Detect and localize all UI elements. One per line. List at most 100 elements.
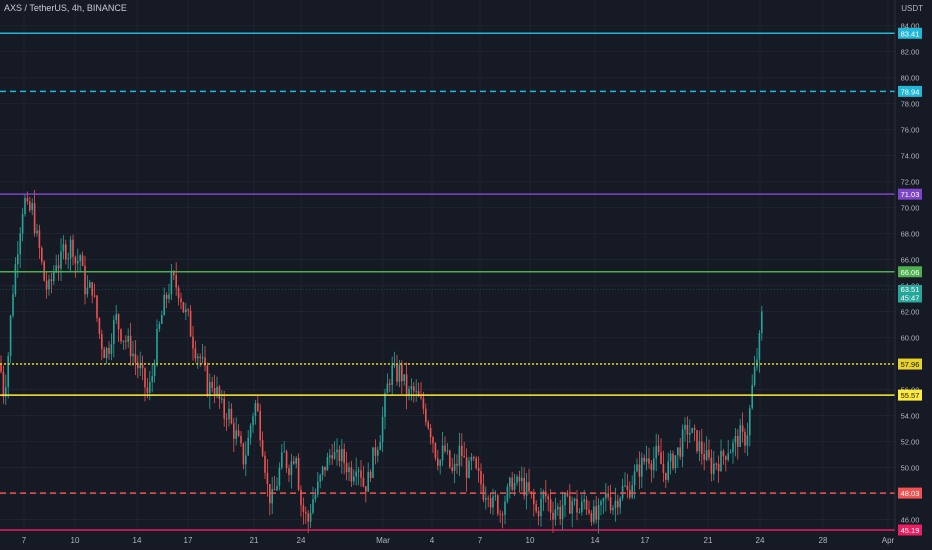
candle-body xyxy=(564,492,566,506)
candle-body xyxy=(288,468,290,476)
candle-body xyxy=(177,287,180,299)
candle-body xyxy=(461,445,463,456)
candle-body xyxy=(516,476,518,484)
candle-body xyxy=(259,410,261,441)
candle-body xyxy=(715,463,717,465)
candle-body xyxy=(473,456,475,459)
horizontal-levels[interactable] xyxy=(0,32,895,531)
time-axis-label: 7 xyxy=(478,536,483,545)
candle-body xyxy=(415,391,417,393)
candle-body xyxy=(511,477,513,490)
candle-body xyxy=(168,294,170,299)
time-axis-label: 24 xyxy=(756,536,765,545)
candle-body xyxy=(744,431,746,446)
price-axis-label: 46.00 xyxy=(901,515,920,524)
candle-body xyxy=(758,332,761,360)
candle-body xyxy=(561,505,564,520)
candle-body xyxy=(609,497,612,511)
candle-body xyxy=(686,424,689,435)
candle-body xyxy=(566,492,569,496)
candle-body xyxy=(701,441,703,455)
candle-body xyxy=(612,507,614,511)
candle-body xyxy=(338,449,341,462)
candle-body xyxy=(326,457,329,471)
candle-body xyxy=(535,504,537,512)
candle-body xyxy=(626,485,629,490)
candle-body xyxy=(528,482,530,492)
candle-body xyxy=(77,261,79,264)
candle-body xyxy=(293,461,295,464)
price-axis-label: 74.00 xyxy=(901,152,920,161)
candle-body xyxy=(717,463,720,472)
candle-body xyxy=(305,511,307,514)
candle-body xyxy=(741,425,744,432)
candle-body xyxy=(427,422,429,429)
candle-body xyxy=(144,368,146,388)
candle-body xyxy=(343,448,345,464)
candle-body xyxy=(463,455,465,458)
candle-body xyxy=(14,264,17,295)
candle-body xyxy=(540,498,542,517)
candle-body xyxy=(45,280,48,290)
candle-body xyxy=(317,481,319,495)
candle-body xyxy=(451,467,453,471)
candle-body xyxy=(617,500,619,508)
time-axis-label: 14 xyxy=(591,536,600,545)
candle-body xyxy=(175,275,177,288)
candle-body xyxy=(158,323,161,329)
candle-body xyxy=(713,463,715,474)
level-tag-label: 55.57 xyxy=(901,391,920,400)
candle-body xyxy=(703,454,705,460)
candle-body xyxy=(571,500,573,514)
candle-body xyxy=(691,428,693,433)
price-axis-label: 82.00 xyxy=(901,48,920,57)
candle-body xyxy=(240,435,242,444)
candle-body xyxy=(444,445,446,452)
time-axis[interactable]: 7 10 14 17 21 24 Mar 4 7 10 14 17 21 24 28 Apr xyxy=(22,536,895,545)
candle-body xyxy=(211,381,213,388)
candle-body xyxy=(245,455,247,465)
candle-body xyxy=(261,440,264,456)
candle-body xyxy=(720,450,722,472)
price-axis-label: 54.00 xyxy=(901,412,920,421)
candle-body xyxy=(137,362,139,369)
candle-body xyxy=(698,441,701,452)
candle-body xyxy=(367,471,369,492)
level-tag xyxy=(898,358,922,370)
candle-body xyxy=(209,381,211,396)
candle-body xyxy=(362,477,365,487)
candle-body xyxy=(341,448,343,462)
candle-body xyxy=(201,357,204,359)
candle-body xyxy=(254,403,257,417)
candle-body xyxy=(235,430,237,439)
candle-body xyxy=(60,251,62,269)
candle-body xyxy=(381,416,384,443)
time-axis-label: 21 xyxy=(250,536,259,545)
candle-body xyxy=(749,408,751,436)
candle-body xyxy=(595,506,597,520)
candle-body xyxy=(369,471,372,478)
candle-body xyxy=(48,279,50,290)
candle-body xyxy=(151,376,153,383)
candle-body xyxy=(290,461,293,476)
candle-body xyxy=(91,282,93,296)
candle-body xyxy=(542,491,545,499)
candle-body xyxy=(161,315,163,324)
price-axis-label: 76.00 xyxy=(901,126,920,135)
candle-body xyxy=(729,452,732,454)
time-axis-label: 17 xyxy=(641,536,650,545)
candle-body xyxy=(653,458,655,471)
candle-body xyxy=(19,233,21,255)
candle-body xyxy=(134,353,137,363)
candle-body xyxy=(497,495,499,514)
candle-body xyxy=(439,460,441,466)
candle-body xyxy=(746,435,749,446)
candle-body xyxy=(396,364,398,382)
candle-body xyxy=(225,418,228,420)
candle-body xyxy=(192,336,194,349)
candle-body xyxy=(525,482,528,496)
candle-body xyxy=(547,496,549,500)
candle-body xyxy=(401,364,403,382)
candle-body xyxy=(216,386,218,395)
